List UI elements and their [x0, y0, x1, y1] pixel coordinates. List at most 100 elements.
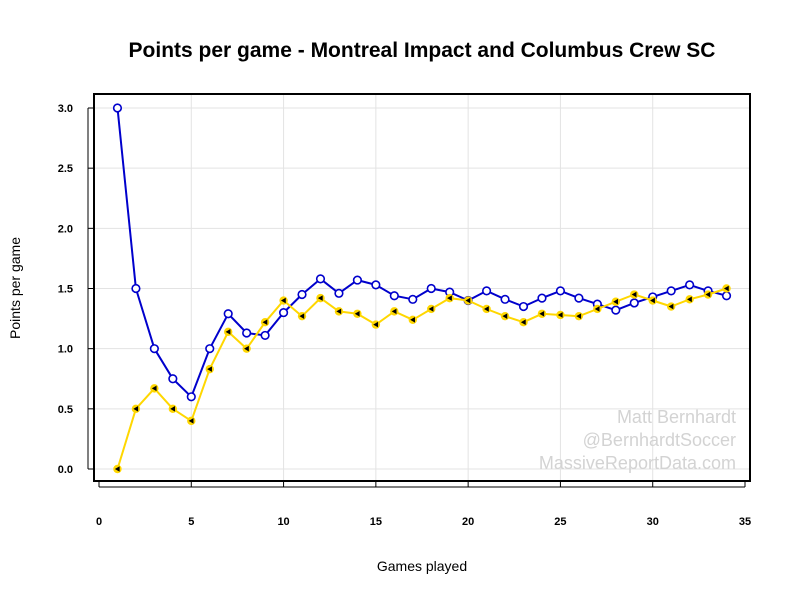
series-0-point	[666, 286, 676, 296]
series-0-point	[242, 328, 252, 338]
series-1-point-marker	[723, 285, 729, 292]
x-tick-label: 15	[370, 516, 382, 528]
series-0-point	[149, 344, 159, 354]
y-tick-label: 1.5	[58, 284, 73, 296]
series-1-point	[500, 311, 510, 321]
series-1-point	[408, 315, 417, 324]
series-1-point	[260, 317, 270, 327]
series-1-point-marker	[373, 321, 379, 328]
series-1-point-marker	[262, 319, 268, 325]
series-1-point	[353, 309, 362, 318]
series-1-point-marker	[207, 366, 212, 372]
series-1-point	[390, 307, 399, 316]
series-1-point-marker	[539, 310, 545, 317]
series-1-point	[168, 404, 178, 414]
series-0-point	[537, 293, 547, 303]
series-1-point	[630, 290, 639, 299]
series-1-point-marker	[484, 306, 489, 312]
series-0-point	[555, 286, 566, 296]
watermark-handle: @BernhardtSoccer	[583, 430, 736, 450]
series-1-point	[131, 404, 141, 414]
series-0-point	[352, 275, 363, 285]
series-1-point	[556, 310, 565, 320]
series-0-point	[408, 294, 418, 304]
series-0-point	[721, 291, 732, 301]
y-tick-label: 1.0	[58, 344, 73, 356]
series-0-point	[611, 305, 621, 315]
series-0-point	[131, 283, 141, 294]
series-1-point-marker	[447, 295, 452, 301]
series-1-point	[463, 296, 473, 305]
series-0-point	[574, 293, 584, 303]
series-1-point-marker	[170, 406, 176, 412]
watermark-site: MassiveReportData.com	[539, 453, 736, 473]
x-axis-title: Games played	[377, 558, 467, 574]
x-tick-label: 35	[739, 516, 751, 528]
series-1-point	[187, 416, 196, 426]
series-1-point-marker	[151, 385, 157, 392]
y-axis-title: Points per game	[7, 237, 23, 339]
series-1-point-marker	[317, 295, 323, 301]
series-0-point	[168, 374, 178, 384]
series-1-point	[224, 327, 233, 337]
series-0-point	[371, 280, 381, 290]
x-tick-label: 10	[277, 516, 289, 528]
series-0-point	[223, 309, 233, 319]
series-1-point-marker	[705, 291, 711, 298]
series-1-point	[574, 311, 584, 321]
series-1-point	[537, 309, 547, 318]
series-0-point	[500, 294, 510, 304]
series-0-point	[315, 274, 326, 284]
y-tick-label: 0.0	[58, 464, 73, 476]
series-1-point	[648, 296, 657, 305]
x-tick-label: 20	[462, 516, 474, 528]
series-1-point-marker	[557, 312, 563, 318]
series-0-point	[260, 330, 270, 341]
series-1-point	[722, 284, 731, 293]
axes: 0 5 10 15 20 25 30 35 0.0 0.5 1.0 1.5 2.0 2.5 3.0	[58, 103, 751, 528]
plot-frame	[93, 93, 751, 482]
series-0-point	[426, 283, 436, 294]
series-0-point	[334, 288, 344, 298]
series-1-line	[116, 287, 727, 470]
series-1-point-marker	[650, 297, 655, 304]
series-1-point-marker	[225, 329, 231, 335]
y-tick-label: 0.5	[58, 404, 73, 416]
series-0-point	[389, 291, 399, 301]
x-tick-label: 30	[647, 516, 659, 528]
series-1-point-marker	[520, 319, 526, 325]
series-1-point	[371, 320, 381, 329]
series-1-point-marker	[594, 306, 600, 312]
series-0-point	[482, 286, 492, 296]
series-0-point	[629, 298, 639, 308]
x-tick-label: 25	[554, 516, 566, 528]
series-1-point-marker	[410, 316, 415, 323]
series-1-point	[482, 304, 491, 314]
series-1-point-marker	[354, 310, 360, 317]
series-1-point	[334, 307, 344, 316]
series-1-point-marker	[687, 296, 692, 303]
series-0-point	[112, 103, 123, 113]
series-1-point-marker	[299, 313, 305, 319]
watermark-author: Matt Bernhardt	[617, 407, 736, 427]
series-0-point	[278, 307, 289, 318]
series-1-point-marker	[465, 297, 471, 304]
series-1-point	[242, 344, 251, 353]
series-1-point-marker	[502, 313, 508, 319]
series-1-point	[703, 290, 713, 299]
chart-title: Points per game - Montreal Impact and Co…	[129, 39, 716, 62]
series-1-point-marker	[428, 306, 434, 312]
series-1-point-marker	[336, 308, 342, 315]
series-1-point-marker	[613, 298, 618, 305]
y-tick-label: 2.0	[58, 223, 73, 235]
series-1-point-marker	[280, 297, 286, 304]
series-1-point	[316, 293, 325, 303]
series-0-line	[116, 107, 727, 398]
series-1-point	[297, 311, 307, 321]
y-tick-label: 3.0	[58, 103, 73, 115]
series-1-point	[113, 464, 122, 474]
x-tick-label: 0	[96, 516, 102, 528]
series-1-point	[205, 364, 214, 374]
series-1-point-marker	[631, 291, 637, 298]
